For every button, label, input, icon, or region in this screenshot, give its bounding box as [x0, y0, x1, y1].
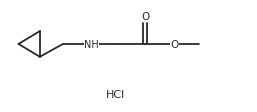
Text: HCl: HCl — [106, 89, 125, 99]
Text: NH: NH — [84, 40, 99, 50]
Text: O: O — [141, 12, 149, 22]
Text: O: O — [170, 40, 179, 50]
